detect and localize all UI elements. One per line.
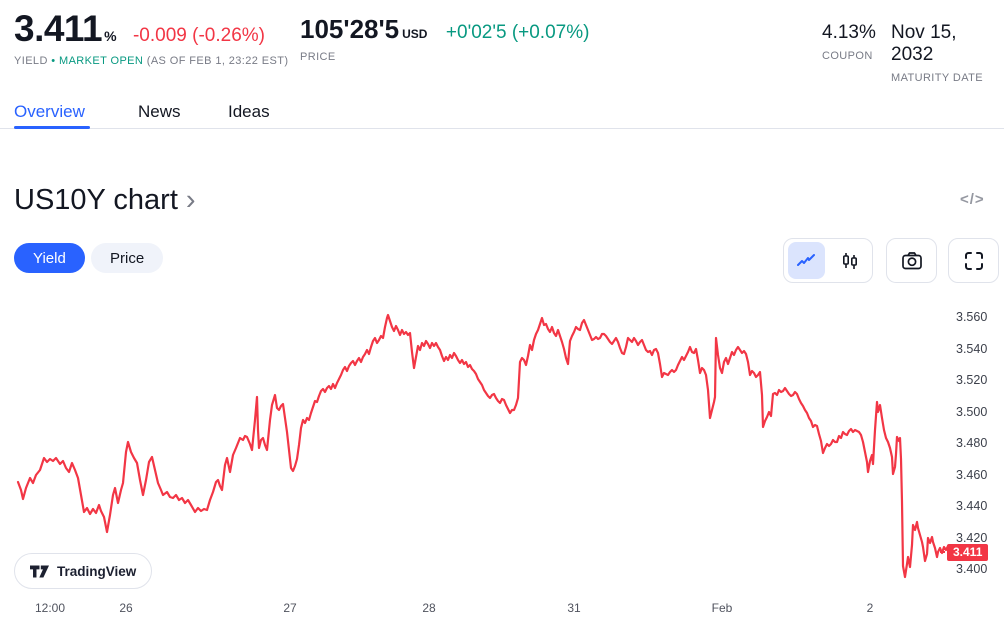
yield-value: 3.411 <box>14 8 103 49</box>
yield-line-series <box>16 313 950 579</box>
candlestick-icon <box>843 252 858 269</box>
x-axis-label: 31 <box>567 601 581 615</box>
y-axis-label: 3.540 <box>956 341 988 356</box>
y-axis-label: 3.440 <box>956 499 988 513</box>
price-toggle-button[interactable]: Price <box>91 243 164 273</box>
maturity-value: Nov 15, 2032 <box>891 22 957 65</box>
tab-overview[interactable]: Overview <box>14 102 85 121</box>
y-axis-label: 3.520 <box>956 373 988 387</box>
last-price-tick <box>940 551 945 553</box>
line-chart-icon <box>797 253 815 266</box>
coupon-value: 4.13% <box>822 22 876 43</box>
tradingview-mark-icon <box>30 564 49 578</box>
status-bullet-icon: • <box>51 55 56 67</box>
y-axis-label: 3.560 <box>956 310 988 324</box>
y-axis-label: 3.460 <box>956 467 988 482</box>
last-price-badge: 3.411 <box>947 544 989 561</box>
price-label: PRICE <box>300 51 336 63</box>
yield-change: -0.009 (-0.26%) <box>132 25 265 46</box>
y-axis-label: 3.480 <box>956 436 988 450</box>
yield-block: 3.411% -0.009 (-0.26%) YIELD • MARKET OP… <box>14 8 288 67</box>
chart-title-text: US10Y chart <box>14 184 178 216</box>
x-axis-label: 27 <box>283 601 297 615</box>
y-axis-label: 3.500 <box>956 404 988 419</box>
coupon-label: COUPON <box>822 50 873 62</box>
symbol-header: 3.411% -0.009 (-0.26%) YIELD • MARKET OP… <box>0 0 1004 84</box>
yield-label: YIELD <box>14 55 48 67</box>
page-title[interactable]: US10Y chart › <box>14 184 196 217</box>
x-axis-label: 26 <box>119 601 133 615</box>
fullscreen-icon <box>964 251 983 270</box>
as-of-timestamp: (AS OF FEB 1, 23:22 EST) <box>146 55 289 67</box>
market-status: MARKET OPEN <box>59 55 144 67</box>
maturity-block: Nov 15, 2032 MATURITY DATE <box>891 22 1004 84</box>
embed-code-icon[interactable]: </> <box>960 191 985 208</box>
tradingview-wordmark: TradingView <box>57 563 137 579</box>
candlestick-button[interactable] <box>828 238 872 283</box>
price-currency: USD <box>402 27 428 41</box>
y-axis-label: 3.400 <box>956 562 988 576</box>
yield-unit: % <box>104 28 117 44</box>
snapshot-button[interactable] <box>886 238 937 283</box>
price-value: 105'28'5 <box>300 14 400 44</box>
tab-news[interactable]: News <box>138 102 181 121</box>
y-axis-label: 3.420 <box>956 530 988 545</box>
x-axis-label: 12:00 <box>34 601 66 615</box>
x-axis-label: 2 <box>866 601 874 615</box>
tab-ideas[interactable]: Ideas <box>228 102 270 121</box>
price-change: +0'02'5 (+0.07%) <box>445 22 590 43</box>
x-axis-label: Feb <box>711 601 733 615</box>
chevron-right-icon: › <box>185 184 196 216</box>
active-tab-underline <box>14 126 90 129</box>
tradingview-logo[interactable]: TradingView <box>14 553 153 589</box>
x-axis-label: 28 <box>422 601 436 615</box>
fullscreen-button[interactable] <box>948 238 999 283</box>
camera-icon <box>901 251 922 269</box>
yield-toggle-button[interactable]: Yield <box>14 243 85 273</box>
coupon-block: 4.13% COUPON <box>822 22 876 62</box>
price-block: 105'28'5 USD +0'02'5 (+0.07%) PRICE <box>300 14 589 63</box>
tab-bar: Overview News Ideas <box>0 96 1004 129</box>
line-chart-button[interactable] <box>784 238 828 283</box>
yield-sub-label: YIELD • MARKET OPEN (AS OF FEB 1, 23:22 … <box>14 55 288 67</box>
chart-style-toolbar <box>783 238 873 283</box>
line-chart-selected-bg <box>787 242 825 279</box>
maturity-label: MATURITY DATE <box>891 72 983 84</box>
